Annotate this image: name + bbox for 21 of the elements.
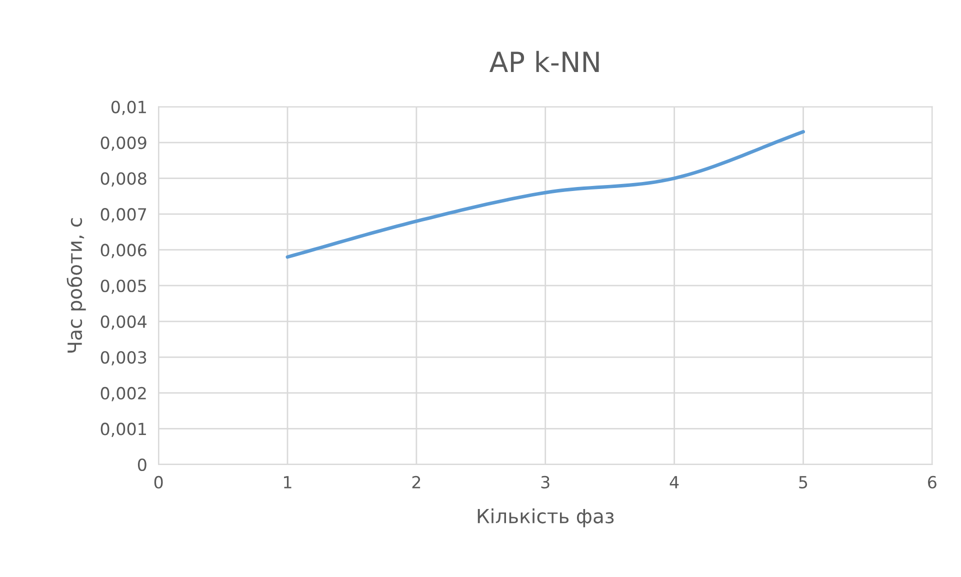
x-tick-label: 2 xyxy=(412,476,420,488)
y-tick-label: 0,005 xyxy=(100,280,146,294)
y-tick-label: 0,01 xyxy=(111,100,146,116)
x-tick-label: 3 xyxy=(541,476,550,488)
x-tick-label: 4 xyxy=(670,476,679,488)
y-axis-title: Час роботи, с xyxy=(66,218,86,353)
x-tick-label: 6 xyxy=(928,476,936,488)
y-tick-label: 0,008 xyxy=(100,172,146,187)
y-tick-label: 0,009 xyxy=(100,136,146,151)
x-tick-label: 0 xyxy=(154,476,163,488)
x-tick-label: 1 xyxy=(284,476,292,488)
x-axis-title: Кількість фаз xyxy=(478,508,614,528)
x-tick-label: 5 xyxy=(799,476,808,488)
chart-title: AP k-NN xyxy=(489,50,599,72)
y-tick-label: 0,001 xyxy=(100,422,146,437)
y-tick-label: 0 xyxy=(138,458,146,472)
y-tick-label: 0,003 xyxy=(100,351,146,366)
y-tick-label: 0,002 xyxy=(100,386,146,402)
y-tick-label: 0,007 xyxy=(100,208,146,222)
y-tick-label: 0,006 xyxy=(100,244,146,258)
y-tick-label: 0,004 xyxy=(100,315,147,330)
